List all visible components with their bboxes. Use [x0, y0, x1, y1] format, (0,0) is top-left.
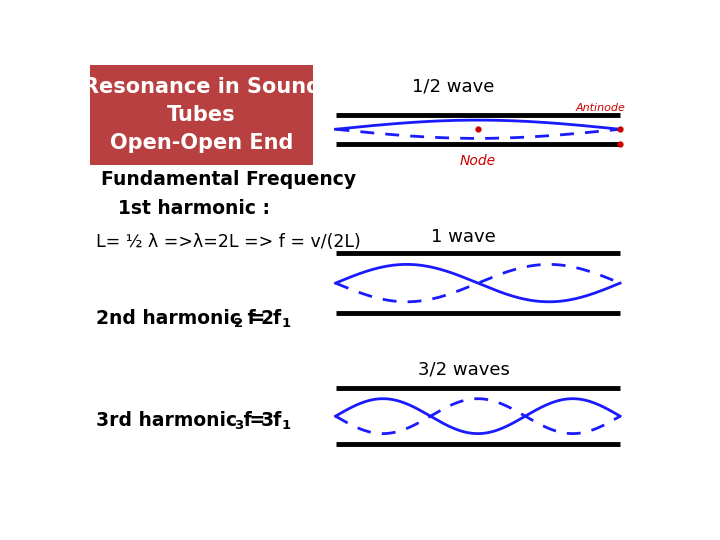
- Text: 1: 1: [282, 317, 290, 330]
- Text: =: =: [243, 411, 272, 430]
- Text: L= ½ λ =>λ=2L => f = v/(2L): L= ½ λ =>λ=2L => f = v/(2L): [96, 233, 360, 251]
- FancyBboxPatch shape: [90, 65, 313, 165]
- Text: =: =: [243, 309, 272, 328]
- Text: 3rd harmonic f: 3rd harmonic f: [96, 411, 251, 430]
- Text: 2: 2: [234, 317, 243, 330]
- Text: 2f: 2f: [260, 309, 282, 328]
- Text: 1: 1: [282, 419, 290, 432]
- Text: 3/2 waves: 3/2 waves: [418, 361, 510, 379]
- Text: 3: 3: [234, 419, 243, 432]
- Text: Antinode: Antinode: [576, 103, 626, 112]
- Text: 1/2 wave: 1/2 wave: [412, 78, 494, 96]
- Text: Fundamental Frequency: Fundamental Frequency: [101, 170, 356, 188]
- Text: Node: Node: [460, 154, 496, 168]
- Text: 1 wave: 1 wave: [431, 228, 496, 246]
- Text: Resonance in Sound
Tubes
Open-Open End: Resonance in Sound Tubes Open-Open End: [83, 77, 320, 153]
- Text: 2nd harmonic f: 2nd harmonic f: [96, 309, 255, 328]
- Text: 3f: 3f: [260, 411, 282, 430]
- Text: 1st harmonic :: 1st harmonic :: [118, 199, 270, 218]
